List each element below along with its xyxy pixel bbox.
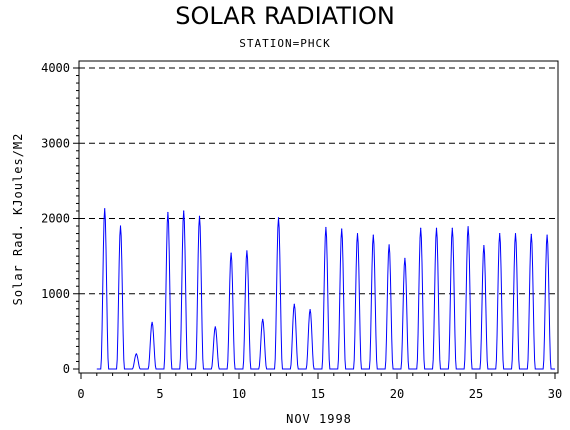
y-tick-label-4000: 4000 bbox=[41, 61, 70, 75]
data-point-day-23 bbox=[451, 227, 453, 229]
x-tick-label-10: 10 bbox=[232, 387, 246, 401]
data-point-day-18 bbox=[372, 234, 374, 236]
data-point-day-15 bbox=[325, 226, 327, 229]
data-point-day-16 bbox=[341, 228, 343, 230]
x-tick-label-30: 30 bbox=[548, 387, 562, 401]
x-axis-label: NOV 1998 bbox=[286, 412, 352, 426]
data-point-day-29 bbox=[546, 234, 548, 236]
y-tick-label-2000: 2000 bbox=[41, 212, 70, 226]
series-line bbox=[96, 208, 555, 370]
data-point-day-10 bbox=[246, 250, 248, 252]
chart-subtitle: STATION=PHCK bbox=[239, 37, 331, 50]
series-layer bbox=[96, 208, 555, 370]
data-point-day-1 bbox=[104, 208, 106, 210]
y-tick-label-1000: 1000 bbox=[41, 287, 70, 301]
data-point-day-24 bbox=[467, 226, 469, 228]
x-tick-label-20: 20 bbox=[390, 387, 404, 401]
data-point-day-19 bbox=[388, 244, 390, 246]
data-point-day-14 bbox=[309, 308, 311, 311]
data-point-day-2 bbox=[119, 225, 122, 227]
data-point-day-26 bbox=[499, 232, 501, 235]
data-point-day-4 bbox=[151, 321, 153, 323]
data-point-day-7 bbox=[198, 215, 201, 217]
y-tick-label-3000: 3000 bbox=[41, 136, 70, 150]
data-point-day-6 bbox=[183, 210, 185, 212]
data-point-day-21 bbox=[420, 227, 422, 229]
data-point-day-25 bbox=[483, 244, 485, 247]
y-tick-label-0: 0 bbox=[63, 362, 70, 376]
y-axis-label: Solar Rad. KJoules/M2 bbox=[11, 133, 25, 306]
gridlines bbox=[79, 67, 558, 295]
data-point-day-13 bbox=[293, 303, 295, 305]
data-point-day-3 bbox=[135, 353, 137, 355]
data-point-day-17 bbox=[356, 232, 359, 235]
data-point-day-27 bbox=[514, 232, 517, 235]
data-point-day-20 bbox=[404, 257, 406, 259]
data-point-day-12 bbox=[277, 217, 280, 219]
x-tick-label-15: 15 bbox=[311, 387, 325, 401]
x-tick-label-5: 5 bbox=[156, 387, 163, 401]
ticks: 0 1000 2000 3000 4000 0 5 10 15 20 25 30 bbox=[41, 61, 562, 401]
data-point-day-28 bbox=[530, 233, 532, 235]
series-0 bbox=[96, 208, 555, 370]
data-point-day-8 bbox=[214, 326, 216, 328]
data-point-day-22 bbox=[435, 227, 438, 229]
data-point-day-5 bbox=[167, 211, 169, 214]
x-tick-label-25: 25 bbox=[469, 387, 483, 401]
data-point-day-11 bbox=[262, 318, 264, 320]
x-tick-label-0: 0 bbox=[77, 387, 84, 401]
chart-title: SOLAR RADIATION bbox=[175, 2, 395, 30]
data-point-day-9 bbox=[230, 252, 232, 254]
